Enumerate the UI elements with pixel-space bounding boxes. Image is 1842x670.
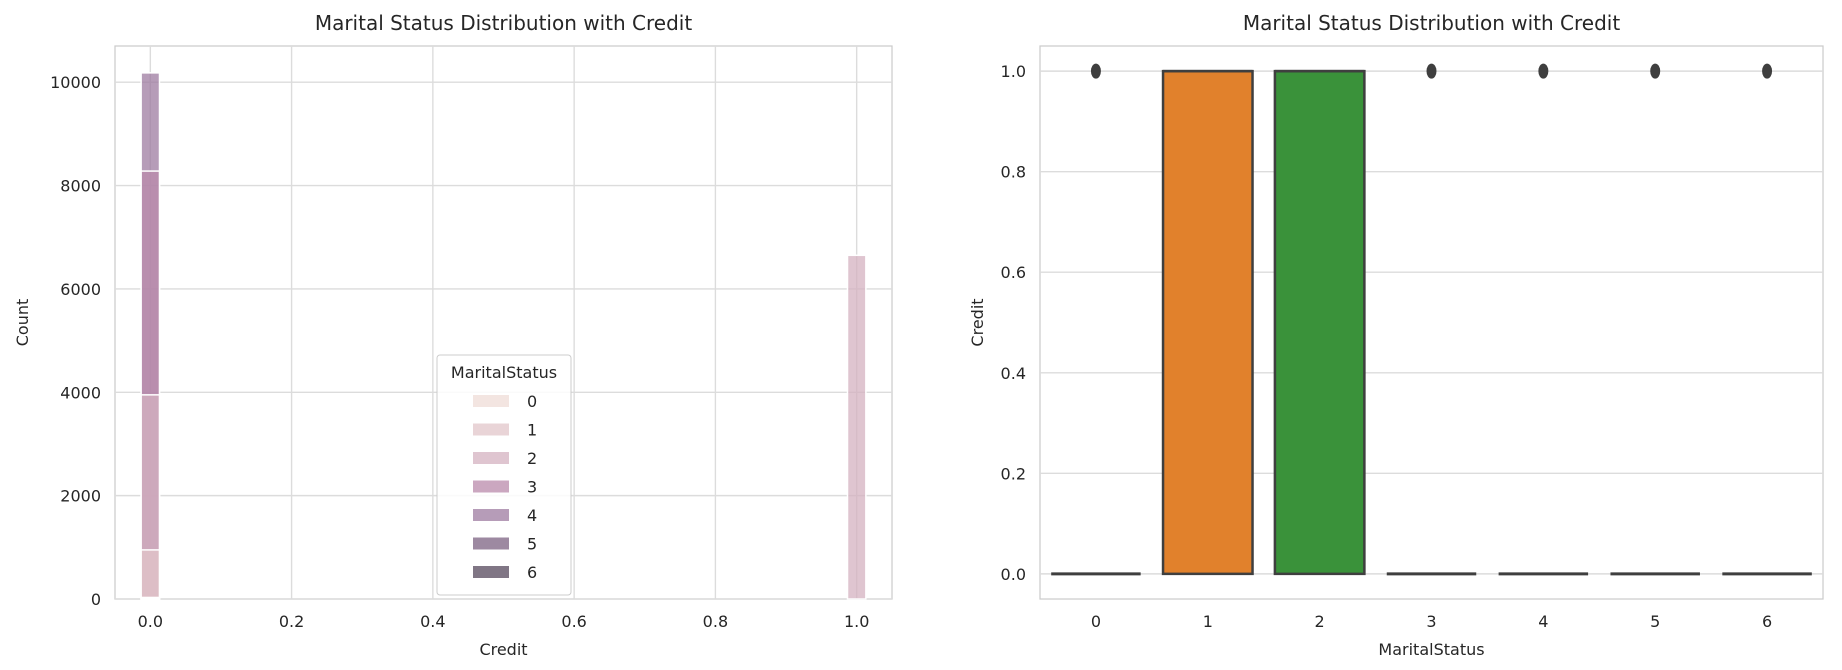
y-tick-label: 0.6 bbox=[1001, 263, 1026, 282]
box-maritalstatus-3 bbox=[1386, 63, 1477, 576]
histogram-y-axis-label: Count bbox=[13, 299, 32, 347]
y-tick-label: 0 bbox=[91, 590, 101, 609]
legend-swatch-0 bbox=[473, 395, 509, 407]
y-tick-label: 0.8 bbox=[1001, 163, 1026, 182]
box-body bbox=[1161, 69, 1254, 576]
y-tick-label: 0.0 bbox=[1001, 565, 1026, 584]
histogram-chart: 0.0 0.2 0.4 0.6 0.8 1.0 0 2000 4000 6000 8000 1000… bbox=[13, 11, 893, 659]
box-maritalstatus-1 bbox=[1161, 69, 1254, 576]
legend-label-0: 0 bbox=[527, 392, 537, 411]
legend-frame bbox=[436, 354, 572, 596]
histogram-bars bbox=[140, 72, 867, 600]
histogram-x-ticks: 0.0 0.2 0.4 0.6 0.8 1.0 bbox=[138, 612, 870, 631]
x-tick-label: 5 bbox=[1650, 612, 1660, 631]
legend-swatch-4 bbox=[473, 509, 509, 521]
boxplot-y-axis-label: Credit bbox=[968, 298, 987, 346]
box-outlier bbox=[1090, 63, 1101, 79]
boxplot-chart: 0 1 2 3 4 5 6 0.0 0.2 0.4 0.6 0.8 1.0 Marital Statu… bbox=[968, 11, 1824, 659]
x-tick-label: 4 bbox=[1538, 612, 1548, 631]
legend-label-6: 6 bbox=[527, 563, 537, 582]
box-outlier bbox=[1538, 63, 1549, 79]
x-tick-label: 0.6 bbox=[561, 612, 586, 631]
legend-label-1: 1 bbox=[527, 421, 537, 440]
histogram-x-axis-label: Credit bbox=[479, 640, 527, 659]
legend-label-5: 5 bbox=[527, 535, 537, 554]
boxplot-y-ticks: 0.0 0.2 0.4 0.6 0.8 1.0 bbox=[1001, 62, 1026, 584]
histogram-y-ticks: 0 2000 4000 6000 8000 10000 bbox=[50, 73, 101, 609]
boxplot-title: Marital Status Distribution with Credit bbox=[1243, 11, 1621, 35]
legend-swatch-2 bbox=[473, 452, 509, 464]
box-outlier bbox=[1762, 63, 1773, 79]
legend-title: MaritalStatus bbox=[451, 363, 557, 382]
box-body bbox=[1273, 69, 1366, 576]
boxplot-x-axis-label: MaritalStatus bbox=[1378, 640, 1484, 659]
y-tick-label: 10000 bbox=[50, 73, 101, 92]
legend-label-3: 3 bbox=[527, 478, 537, 497]
legend-entries: 0 1 2 3 4 5 6 bbox=[473, 392, 537, 582]
boxplot-boxes bbox=[1051, 63, 1812, 576]
legend-swatch-5 bbox=[473, 537, 509, 550]
x-tick-label: 1.0 bbox=[844, 612, 869, 631]
x-tick-label: 0 bbox=[1091, 612, 1101, 631]
y-tick-label: 8000 bbox=[60, 177, 101, 196]
boxplot-plot-area bbox=[1039, 45, 1824, 600]
box-outlier bbox=[1650, 63, 1661, 79]
legend-label-2: 2 bbox=[527, 449, 537, 468]
legend-swatch-3 bbox=[473, 480, 509, 493]
x-tick-label: 0.2 bbox=[279, 612, 304, 631]
y-tick-label: 0.2 bbox=[1001, 464, 1026, 483]
y-tick-label: 4000 bbox=[60, 383, 101, 402]
histogram-bar-maritalstatus-2 bbox=[846, 254, 867, 600]
legend-label-4: 4 bbox=[527, 506, 537, 525]
y-tick-label: 2000 bbox=[60, 487, 101, 506]
x-tick-label: 6 bbox=[1762, 612, 1772, 631]
boxplot-x-ticks: 0 1 2 3 4 5 6 bbox=[1091, 612, 1772, 631]
y-tick-label: 1.0 bbox=[1001, 62, 1026, 81]
x-tick-label: 0.8 bbox=[703, 612, 728, 631]
histogram-title: Marital Status Distribution with Credit bbox=[315, 11, 693, 35]
histogram-legend: MaritalStatus 0 1 2 3 4 5 6 bbox=[436, 354, 572, 596]
x-tick-label: 0.0 bbox=[138, 612, 163, 631]
box-maritalstatus-4 bbox=[1498, 63, 1589, 576]
box-maritalstatus-2 bbox=[1273, 69, 1366, 576]
box-outlier bbox=[1426, 63, 1437, 79]
legend-swatch-6 bbox=[473, 566, 509, 578]
y-tick-label: 6000 bbox=[60, 280, 101, 299]
y-tick-label: 0.4 bbox=[1001, 364, 1026, 383]
histogram-bar-maritalstatus-1 bbox=[140, 549, 161, 600]
x-tick-label: 2 bbox=[1315, 612, 1325, 631]
box-maritalstatus-0 bbox=[1051, 63, 1141, 576]
x-tick-label: 0.4 bbox=[420, 612, 445, 631]
box-maritalstatus-5 bbox=[1610, 63, 1700, 576]
x-tick-label: 3 bbox=[1426, 612, 1436, 631]
box-maritalstatus-6 bbox=[1722, 63, 1812, 576]
legend-swatch-1 bbox=[473, 423, 509, 436]
x-tick-label: 1 bbox=[1203, 612, 1213, 631]
